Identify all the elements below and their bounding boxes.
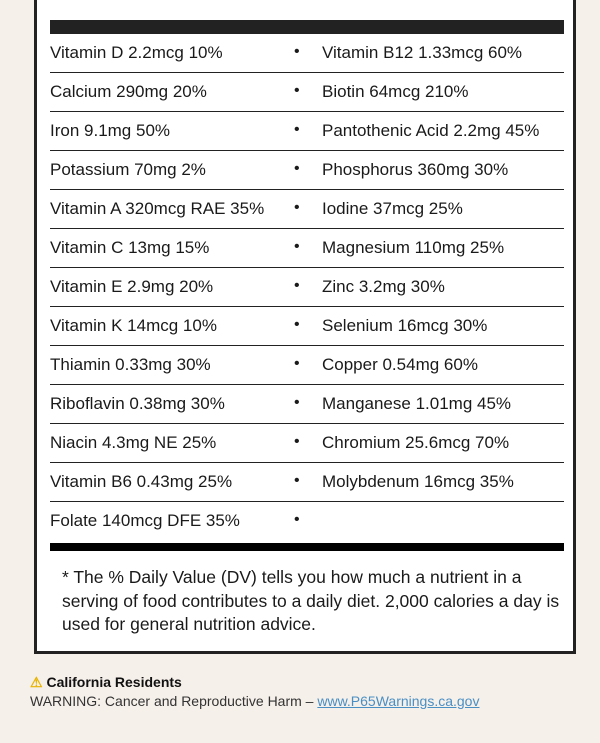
nutrient-row: Folate 140mcg DFE 35% • [50, 502, 564, 540]
nutrient-row: Vitamin K 14mcg 10% • Selenium 16mcg 30% [50, 307, 564, 346]
nutrient-right: Pantothenic Acid 2.2mg 45% [322, 121, 540, 140]
nutrient-right: Molybdenum 16mcg 35% [322, 472, 514, 491]
nutrient-row: Vitamin E 2.9mg 20% • Zinc 3.2mg 30% [50, 268, 564, 307]
nutrient-right: Phosphorus 360mg 30% [322, 160, 509, 179]
nutrient-row: Potassium 70mg 2% • Phosphorus 360mg 30% [50, 151, 564, 190]
nutrient-left: Vitamin E 2.9mg 20% [50, 277, 214, 296]
bullet-separator: • [294, 160, 300, 177]
nutrient-left: Folate 140mcg DFE 35% [50, 511, 240, 530]
nutrient-right: Vitamin B12 1.33mcg 60% [322, 43, 523, 62]
bullet-separator: • [294, 121, 300, 138]
bullet-separator: • [294, 316, 300, 333]
nutrition-facts-panel: Vitamin D 2.2mcg 10% • Vitamin B12 1.33mcg… [34, 0, 576, 654]
nutrient-right: Magnesium 110mg 25% [322, 238, 505, 257]
nutrient-row: Niacin 4.3mg NE 25% • Chromium 25.6mcg 70% [50, 424, 564, 463]
nutrient-row: Thiamin 0.33mg 30% • Copper 0.54mg 60% [50, 346, 564, 385]
bullet-separator: • [294, 43, 300, 60]
nutrient-row: Riboflavin 0.38mg 30% • Manganese 1.01mg 4… [50, 385, 564, 424]
nutrient-row: Vitamin D 2.2mcg 10% • Vitamin B12 1.33mcg… [50, 34, 564, 73]
california-residents-heading: ⚠ California Residents [30, 674, 182, 691]
warning-triangle-icon: ⚠ [30, 674, 43, 690]
nutrient-left: Iron 9.1mg 50% [50, 121, 171, 140]
bullet-separator: • [294, 82, 300, 99]
bottom-divider-bar [50, 543, 564, 551]
nutrient-left: Vitamin K 14mcg 10% [50, 316, 217, 335]
bullet-separator: • [294, 472, 300, 489]
nutrient-left: Riboflavin 0.38mg 30% [50, 394, 225, 413]
nutrient-left: Vitamin C 13mg 15% [50, 238, 210, 257]
bullet-separator: • [294, 511, 300, 528]
bullet-separator: • [294, 433, 300, 450]
nutrient-right: Chromium 25.6mcg 70% [322, 433, 510, 452]
bullet-separator: • [294, 199, 300, 216]
bullet-separator: • [294, 277, 300, 294]
nutrient-left: Calcium 290mg 20% [50, 82, 207, 101]
nutrient-row: Vitamin A 320mcg RAE 35% • Iodine 37mcg 25… [50, 190, 564, 229]
nutrient-left: Thiamin 0.33mg 30% [50, 355, 211, 374]
nutrient-right: Manganese 1.01mg 45% [322, 394, 512, 413]
nutrient-left: Vitamin B6 0.43mg 25% [50, 472, 233, 491]
p65-warnings-link[interactable]: www.P65Warnings.ca.gov [317, 693, 480, 709]
nutrient-list: Vitamin D 2.2mcg 10% • Vitamin B12 1.33mcg… [50, 34, 564, 540]
nutrient-row: Vitamin B6 0.43mg 25% • Molybdenum 16mcg 3… [50, 463, 564, 502]
top-divider-bar [50, 20, 564, 34]
nutrient-right: Selenium 16mcg 30% [322, 316, 488, 335]
prop65-warning: WARNING: Cancer and Reproductive Harm – … [30, 693, 479, 709]
nutrient-right: Biotin 64mcg 210% [322, 82, 469, 101]
bullet-separator: • [294, 238, 300, 255]
nutrient-left: Vitamin A 320mcg RAE 35% [50, 199, 265, 218]
nutrient-right: Iodine 37mcg 25% [322, 199, 463, 218]
nutrient-right: Zinc 3.2mg 30% [322, 277, 445, 296]
nutrient-row: Vitamin C 13mg 15% • Magnesium 110mg 25% [50, 229, 564, 268]
nutrient-right: Copper 0.54mg 60% [322, 355, 478, 374]
bullet-separator: • [294, 394, 300, 411]
nutrient-row: Calcium 290mg 20% • Biotin 64mcg 210% [50, 73, 564, 112]
warning-title: California Residents [46, 674, 182, 690]
daily-value-footnote: * The % Daily Value (DV) tells you how m… [62, 567, 560, 634]
warning-text: WARNING: Cancer and Reproductive Harm – [30, 693, 318, 709]
nutrient-left: Potassium 70mg 2% [50, 160, 206, 179]
bullet-separator: • [294, 355, 300, 372]
nutrient-left: Niacin 4.3mg NE 25% [50, 433, 217, 452]
nutrient-left: Vitamin D 2.2mcg 10% [50, 43, 223, 62]
nutrient-row: Iron 9.1mg 50% • Pantothenic Acid 2.2mg 45… [50, 112, 564, 151]
